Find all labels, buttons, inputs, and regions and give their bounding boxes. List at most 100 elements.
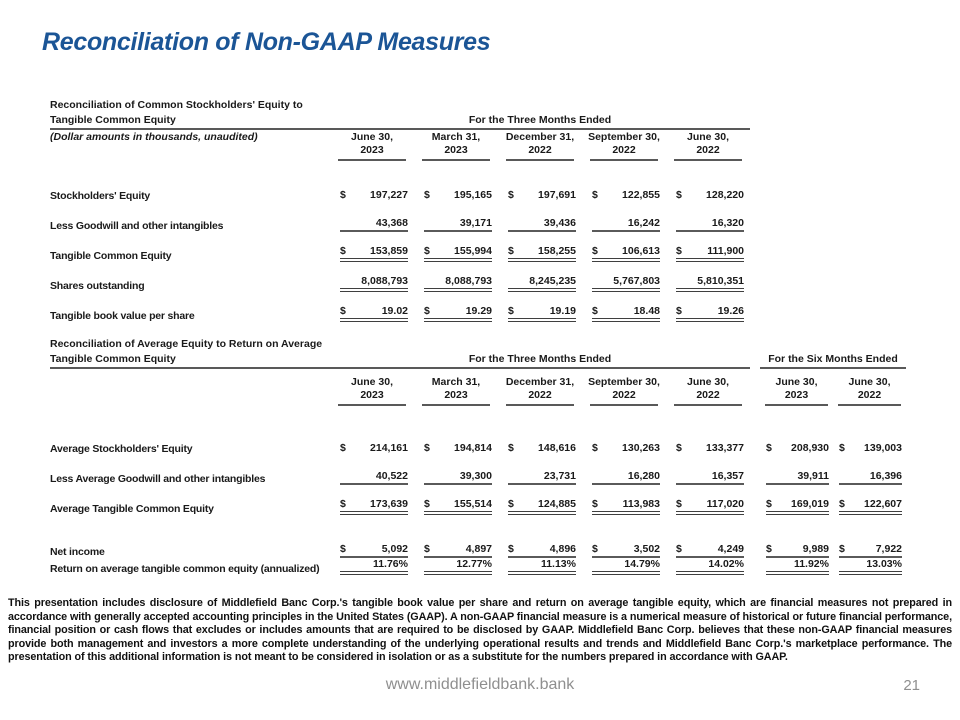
cell-value: 106,613 (622, 245, 660, 257)
column-header-year: 2022 (696, 389, 720, 401)
cell-value: 169,019 (791, 498, 829, 510)
cell-value: 11.92% (793, 558, 829, 570)
dollar-sign: $ (592, 498, 598, 510)
row-label: Net income (50, 546, 105, 558)
column-header: September 30, 2022 (582, 131, 666, 161)
value-cell-inner: 13.03% (839, 558, 902, 575)
dollar-sign: $ (508, 543, 514, 555)
value-cell: 39,436 (498, 217, 582, 232)
column-header-month: June 30, (848, 376, 891, 388)
value-cell: $208,930 (760, 442, 833, 455)
column-header-year: 2023 (360, 389, 384, 401)
value-cell-inner: $4,896 (508, 543, 576, 558)
row-label: Average Tangible Common Equity (50, 503, 214, 515)
cell-value: 14.79% (624, 558, 660, 570)
value-cell: 11.92% (760, 558, 833, 575)
value-cell-inner: 39,436 (508, 217, 576, 232)
column-header-underline (674, 159, 742, 161)
table-row: Net income $5,092 $4,897 $4,896 $3,502 $4,249… (50, 543, 906, 558)
value-cell: $122,607 (833, 498, 906, 515)
value-cell: $111,900 (666, 245, 750, 262)
table1-rows: Stockholders' Equity $197,227 $195,165 $197… (50, 187, 750, 322)
value-cell-inner: 16,320 (676, 217, 744, 232)
value-cell-inner: $4,897 (424, 543, 492, 558)
value-cell: $7,922 (833, 543, 906, 558)
cell-value: 13.03% (866, 558, 902, 570)
value-cell: 11.13% (498, 558, 582, 575)
table2-label-spacer (50, 376, 330, 406)
row-label: Shares outstanding (50, 280, 145, 292)
cell-value: 208,930 (791, 442, 829, 454)
value-cell-inner: $19.19 (508, 305, 576, 322)
value-cell: $130,263 (582, 442, 666, 455)
column-header-month: December 31, (505, 376, 575, 388)
value-cell-inner: $139,003 (839, 442, 902, 455)
value-cell-inner: $130,263 (592, 442, 660, 455)
column-header: June 30, 2023 (330, 131, 414, 161)
cell-value: 194,814 (454, 442, 492, 454)
cell-value: 4,249 (717, 543, 744, 555)
value-cell: $128,220 (666, 189, 750, 202)
row-label: Tangible Common Equity (50, 250, 172, 262)
column-header-underline (506, 404, 574, 406)
value-cell-inner: $124,885 (508, 498, 576, 515)
value-cell: $19.26 (666, 305, 750, 322)
column-header-month: September 30, (588, 131, 660, 143)
cell-value: 19.19 (549, 305, 576, 317)
column-header-underline (422, 404, 490, 406)
value-cell: 16,320 (666, 217, 750, 232)
value-cell-inner: $155,514 (424, 498, 492, 515)
column-header: June 30, 2023 (760, 376, 833, 406)
column-header-month: June 30, (350, 131, 394, 143)
column-header: December 31, 2022 (498, 376, 582, 406)
value-cell: 12.77% (414, 558, 498, 575)
value-cell-inner: $153,859 (340, 245, 408, 262)
table-row: Tangible Common Equity $153,859 $155,994 $1… (50, 245, 750, 262)
value-cell-inner: $19.26 (676, 305, 744, 322)
value-cell-inner: $122,607 (839, 498, 902, 515)
dollar-sign: $ (340, 305, 346, 317)
cell-value: 16,320 (711, 217, 744, 229)
dollar-sign: $ (508, 442, 514, 454)
value-cell: 23,731 (498, 470, 582, 485)
column-header-year: 2022 (528, 144, 552, 156)
column-header-month: June 30, (350, 376, 394, 388)
value-cell-inner: 39,911 (766, 470, 829, 485)
column-header-month: March 31, (431, 131, 481, 143)
value-cell: $3,502 (582, 543, 666, 558)
column-header-year: 2023 (360, 144, 384, 156)
value-cell: 14.02% (666, 558, 750, 575)
column-header-year: 2023 (444, 389, 468, 401)
cell-value: 155,994 (454, 245, 492, 257)
value-cell-inner: 11.92% (766, 558, 829, 575)
cell-value: 8,245,235 (529, 275, 576, 287)
dollar-sign: $ (424, 442, 430, 454)
cell-value: 128,220 (706, 189, 744, 201)
value-cell: $117,020 (666, 498, 750, 515)
table1-period-header-three-months: For the Three Months Ended (468, 114, 612, 126)
value-cell: 13.03% (833, 558, 906, 575)
cell-value: 8,088,793 (445, 275, 492, 287)
column-header-underline (506, 159, 574, 161)
value-cell-inner: $9,989 (766, 543, 829, 558)
value-cell: $5,092 (330, 543, 414, 558)
value-cell-inner: $113,983 (592, 498, 660, 515)
column-header-month: March 31, (431, 376, 481, 388)
column-header-underline (838, 404, 901, 406)
cell-value: 195,165 (454, 189, 492, 201)
column-header-month: September 30, (588, 376, 660, 388)
cell-value: 173,639 (370, 498, 408, 510)
cell-value: 117,020 (706, 498, 744, 510)
value-cell-inner: 11.13% (508, 558, 576, 575)
value-cell: $139,003 (833, 442, 906, 455)
table1-column-header-row: (Dollar amounts in thousands, unaudited)… (50, 131, 750, 161)
value-cell-inner: $7,922 (839, 543, 902, 558)
column-header: March 31, 2023 (414, 376, 498, 406)
cell-value: 40,522 (375, 470, 408, 482)
dollar-sign: $ (839, 442, 845, 454)
dollar-sign: $ (508, 305, 514, 317)
column-header-underline (590, 404, 658, 406)
value-cell: $122,855 (582, 189, 666, 202)
dollar-sign: $ (676, 305, 682, 317)
